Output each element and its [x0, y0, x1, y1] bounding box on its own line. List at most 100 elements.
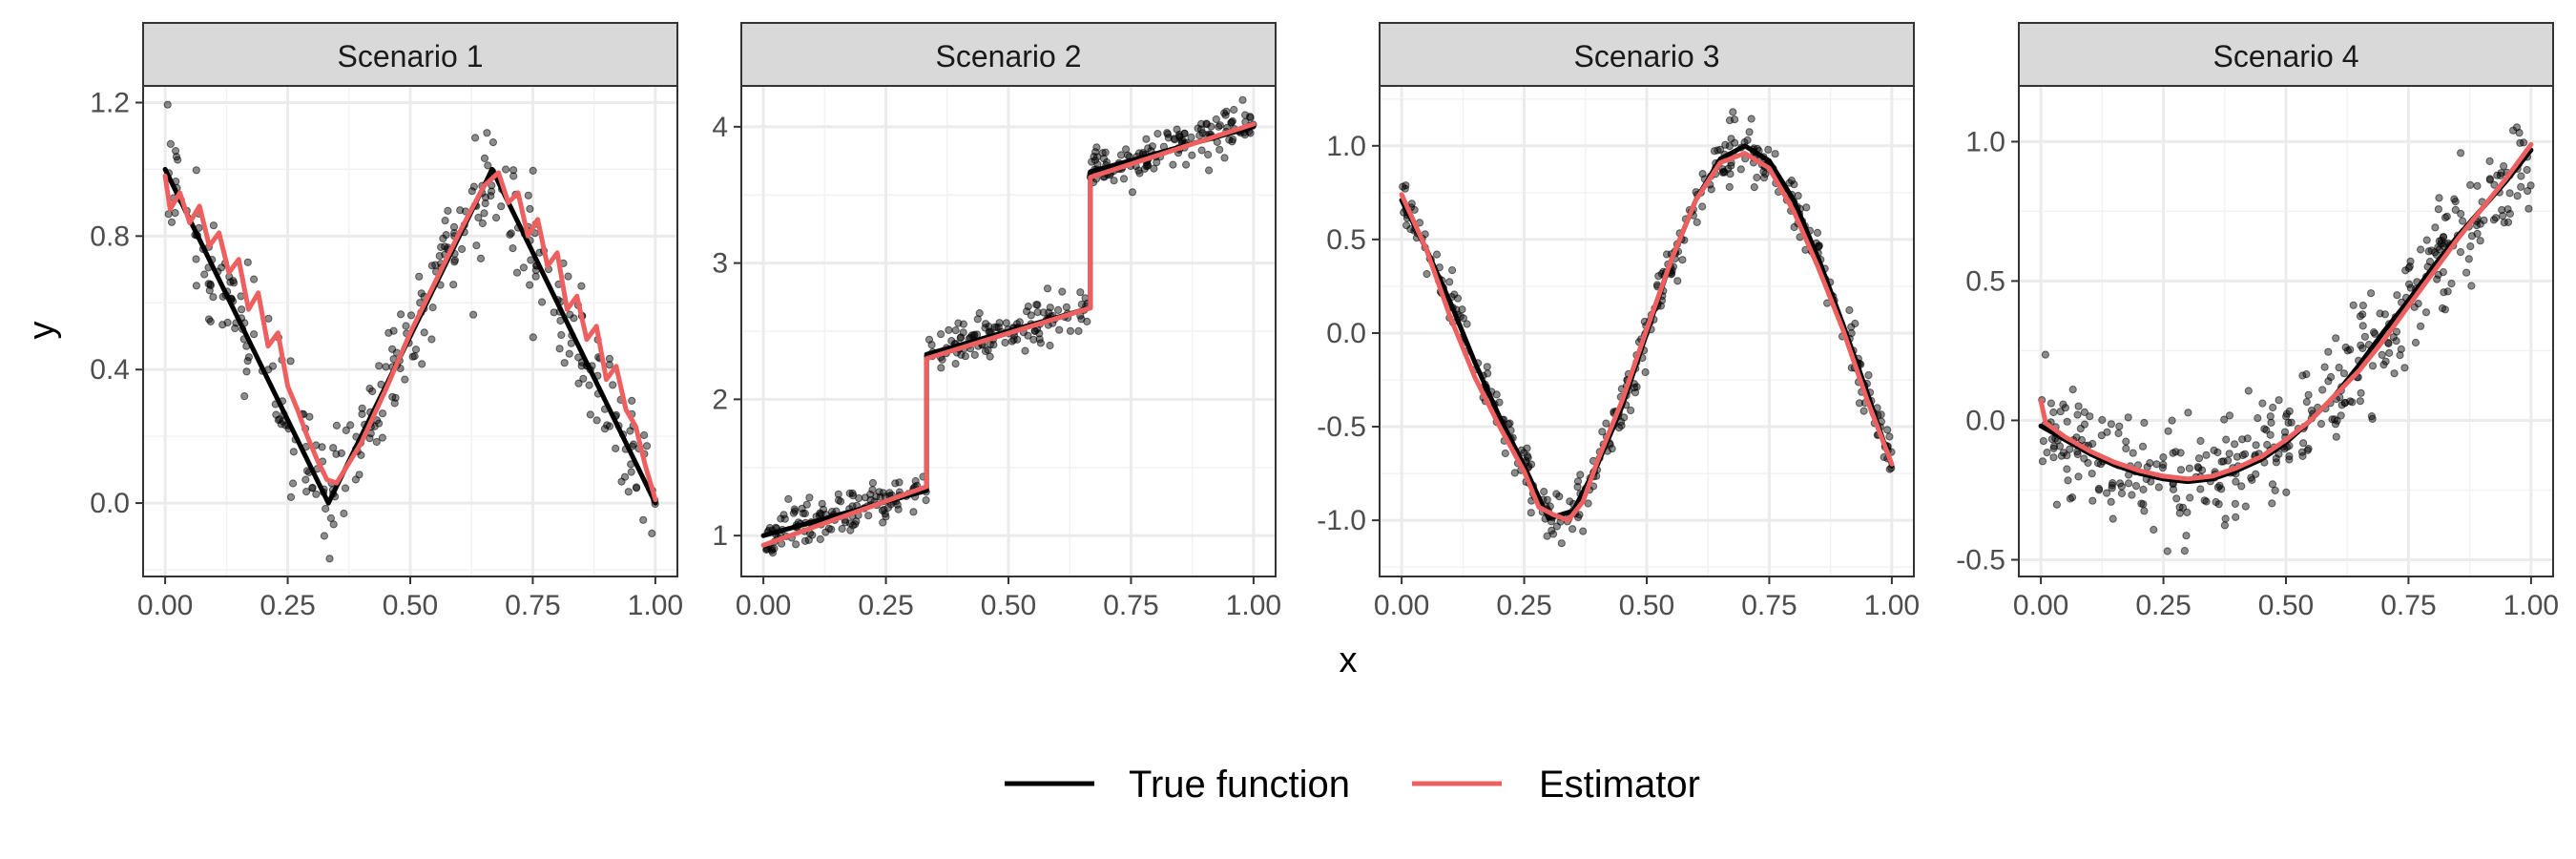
data-point	[639, 515, 648, 524]
data-point	[341, 484, 350, 492]
data-point	[895, 478, 904, 487]
data-point	[2356, 312, 2364, 321]
data-point	[2200, 496, 2209, 505]
data-point	[1753, 173, 1761, 182]
data-point	[2464, 255, 2473, 263]
data-point	[2435, 245, 2443, 254]
data-point	[2358, 322, 2367, 330]
data-point	[166, 139, 175, 148]
data-point	[1054, 305, 1063, 314]
data-point	[192, 255, 200, 263]
data-point	[1573, 483, 1582, 492]
data-point	[574, 379, 583, 388]
data-point	[206, 317, 215, 325]
data-point	[1062, 303, 1071, 311]
data-point	[428, 304, 437, 312]
data-point	[1802, 203, 1811, 212]
data-point	[1150, 164, 1158, 173]
data-point	[1641, 367, 1650, 377]
data-point	[2064, 476, 2072, 485]
data-point	[1032, 301, 1041, 309]
x-tick-label: 0.00	[2013, 590, 2068, 621]
data-point	[1122, 145, 1131, 154]
data-point	[937, 330, 945, 339]
data-point	[1620, 413, 1629, 422]
data-point	[1197, 146, 1206, 155]
data-point	[483, 129, 491, 137]
data-point	[2212, 497, 2220, 507]
data-point	[1029, 335, 1038, 344]
data-point	[2122, 444, 2130, 453]
data-point	[449, 281, 458, 289]
y-tick-label: -0.5	[1956, 544, 2005, 576]
data-point	[2185, 464, 2193, 472]
data-point	[444, 206, 452, 215]
data-point	[2254, 414, 2262, 423]
data-point	[450, 256, 459, 264]
data-point	[2505, 209, 2514, 219]
data-point	[2103, 489, 2111, 497]
data-point	[798, 504, 806, 513]
y-tick-label: 0.0	[1965, 405, 2005, 436]
data-point	[1153, 130, 1162, 138]
data-point	[1101, 148, 1110, 157]
data-point	[1673, 277, 1682, 285]
data-point	[397, 310, 405, 319]
data-point	[512, 268, 522, 277]
data-point	[471, 134, 480, 142]
data-point	[172, 147, 180, 156]
data-point	[986, 352, 994, 361]
data-point	[2108, 484, 2116, 492]
data-point	[846, 519, 855, 528]
data-point	[805, 493, 814, 502]
data-point	[2324, 377, 2333, 386]
y-tick-label: 2	[712, 384, 728, 415]
data-point	[1859, 407, 1868, 415]
data-point	[1501, 449, 1509, 458]
data-point	[2425, 258, 2435, 266]
data-point	[2498, 205, 2506, 215]
data-point	[627, 468, 635, 476]
data-point	[402, 322, 410, 330]
y-tick-label: 1.0	[1965, 126, 2005, 157]
data-point	[2316, 420, 2326, 429]
y-axis-title: y	[22, 322, 62, 340]
data-point	[1602, 419, 1610, 428]
data-point	[2140, 507, 2149, 515]
data-point	[2439, 268, 2447, 277]
data-point	[2159, 460, 2168, 469]
data-point	[1225, 136, 1234, 144]
data-point	[1098, 149, 1107, 157]
x-tick-label: 1.00	[1226, 590, 1281, 621]
data-point	[816, 534, 824, 544]
data-point	[2176, 466, 2186, 474]
data-point	[1855, 399, 1864, 408]
data-point	[1055, 325, 1064, 334]
data-point	[2384, 339, 2393, 347]
data-point	[2139, 500, 2148, 509]
y-tick-label: 0.5	[1326, 224, 1366, 256]
data-point	[550, 308, 558, 317]
data-point	[2169, 485, 2178, 493]
data-point	[579, 374, 588, 383]
data-point	[2074, 472, 2083, 481]
data-point	[605, 354, 614, 363]
data-point	[2462, 268, 2471, 277]
data-point	[1576, 471, 1585, 479]
data-point	[2225, 450, 2233, 458]
data-point	[1719, 167, 1728, 176]
data-point	[1092, 143, 1101, 152]
data-point	[802, 500, 811, 509]
data-point	[894, 505, 903, 513]
data-point	[2220, 521, 2229, 530]
data-point	[2515, 129, 2524, 137]
data-point	[2052, 500, 2061, 509]
data-point	[1617, 421, 1626, 430]
data-point	[585, 381, 593, 389]
data-point	[192, 282, 200, 290]
data-point	[305, 412, 314, 421]
data-point	[2266, 430, 2275, 439]
data-point	[1202, 120, 1212, 129]
data-point	[2357, 388, 2365, 397]
data-point	[557, 330, 566, 340]
